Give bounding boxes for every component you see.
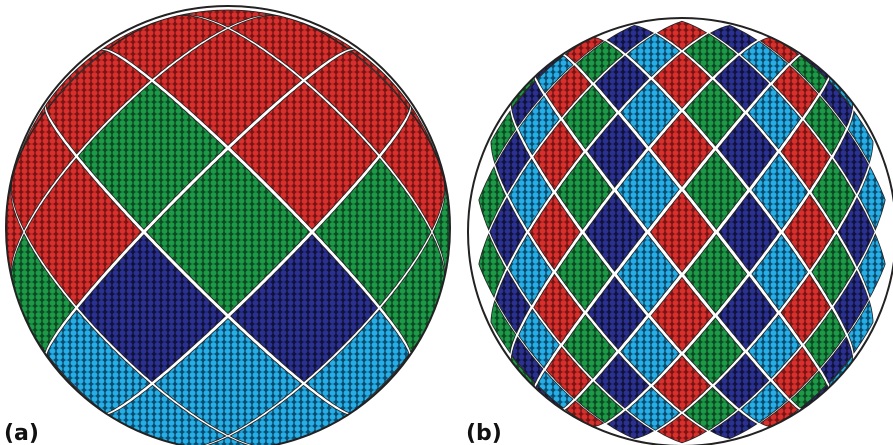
panel-label: (a) — [4, 421, 39, 445]
sphere-a — [6, 6, 450, 445]
panel-label: (b) — [466, 421, 502, 445]
sphere-b — [468, 18, 893, 445]
figure: (a) (b) — [0, 0, 893, 445]
page: (a) (b) (() => { const data = JSON.parse… — [0, 0, 893, 445]
